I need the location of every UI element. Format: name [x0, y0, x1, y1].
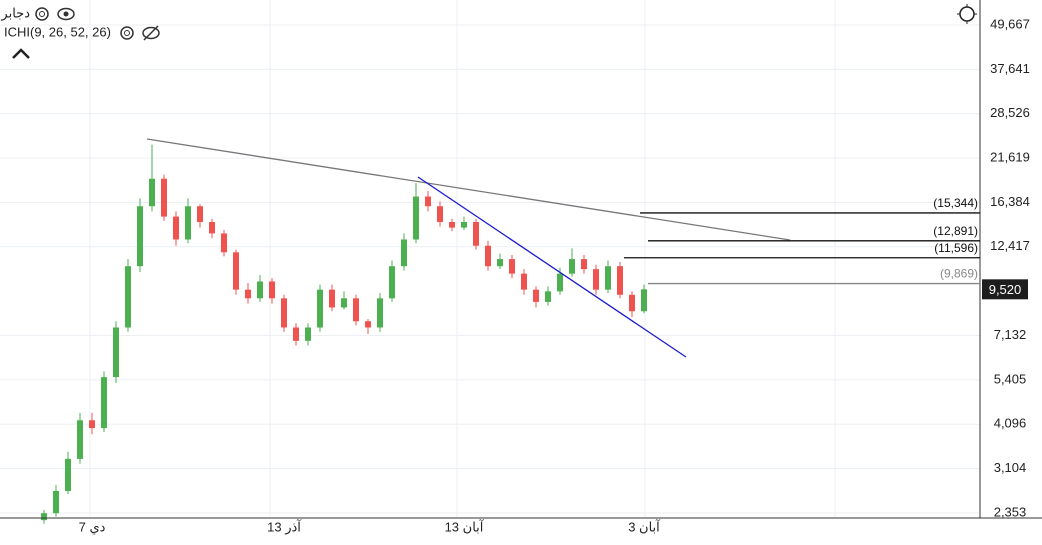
candle-body — [257, 281, 263, 299]
candle-body — [65, 458, 71, 491]
candle-body — [413, 196, 419, 240]
vertical-grid — [89, 0, 836, 518]
candle-body — [185, 206, 191, 240]
y-tick-label: 4,096 — [994, 416, 1027, 431]
level-label: (11,596) — [934, 241, 978, 255]
indicator-label: ICHI(9, 26, 52, 26) — [4, 24, 111, 39]
candle-body — [545, 291, 551, 302]
trend-line — [146, 138, 791, 241]
candle-body — [269, 281, 275, 299]
candle-body — [317, 289, 323, 328]
candle-body — [509, 259, 515, 274]
y-tick-label: 21,619 — [990, 150, 1030, 165]
candle-body — [557, 273, 563, 292]
candle-body — [533, 289, 539, 302]
candle-body — [461, 221, 467, 228]
last-price-label: 9,520 — [989, 282, 1022, 297]
y-tick-label: 7,132 — [994, 327, 1027, 342]
x-tick-label: آذر 13 — [267, 518, 302, 535]
candle-body — [233, 252, 239, 290]
candle-body — [593, 269, 599, 290]
hide-icon[interactable] — [142, 25, 160, 41]
candle-body — [197, 206, 203, 222]
candle-body — [149, 178, 155, 207]
symbol: دجابر — [0, 5, 30, 21]
candle-body — [389, 266, 395, 299]
candle-body — [605, 266, 611, 290]
candle-body — [485, 245, 491, 267]
last-price-box — [982, 279, 1028, 300]
candle-body — [161, 178, 167, 217]
candle-body — [41, 513, 47, 521]
candle-body — [77, 420, 83, 459]
plot — [0, 24, 980, 524]
visibility-icon[interactable] — [57, 7, 75, 21]
x-tick-label: آبان 3 — [628, 518, 661, 534]
candle-body — [221, 233, 227, 253]
candle-body — [125, 266, 131, 328]
candle-body — [137, 206, 143, 267]
crosshair-icon[interactable] — [957, 4, 977, 24]
candle-body — [437, 206, 443, 222]
candle-body — [341, 298, 347, 308]
level-label: (15,344) — [933, 196, 978, 210]
y-tick-label: 49,667 — [990, 16, 1030, 31]
candle-body — [629, 294, 635, 312]
candle-body — [401, 239, 407, 267]
candle-body — [449, 221, 455, 228]
collapse-button[interactable] — [12, 48, 30, 59]
candle-body — [425, 196, 431, 207]
candle-body — [53, 490, 59, 514]
y-tick-label: 12,417 — [990, 238, 1030, 253]
y-tick-label: 2,353 — [994, 504, 1027, 519]
candle-body — [293, 327, 299, 341]
candle-body — [473, 221, 479, 246]
candle-body — [173, 216, 179, 240]
candle-body — [581, 259, 587, 270]
candle-body — [569, 259, 575, 274]
candle-body — [329, 289, 335, 308]
trend-line — [417, 176, 687, 358]
x-tick-label: دي 7 — [79, 519, 106, 534]
candle-body — [281, 298, 287, 328]
candle-body — [497, 259, 503, 267]
candle-body — [521, 273, 527, 290]
candle-body — [89, 420, 95, 429]
level-label: (9,869) — [940, 267, 978, 281]
candle-body — [305, 327, 311, 341]
candle-body — [365, 321, 371, 328]
candle-body — [101, 377, 107, 429]
y-tick-label: 28,526 — [990, 105, 1030, 120]
candle-body — [245, 289, 251, 299]
candle-body — [113, 327, 119, 378]
candle-body — [377, 298, 383, 328]
y-tick-label: 16,384 — [990, 194, 1030, 209]
x-tick-label: آبان 13 — [445, 518, 485, 534]
level-label: (12,891) — [933, 224, 978, 238]
candle-body — [353, 298, 359, 322]
y-tick-label: 5,405 — [994, 371, 1027, 386]
y-tick-label: 3,104 — [994, 460, 1027, 475]
y-tick-label: 37,641 — [990, 61, 1030, 76]
settings-icon[interactable] — [120, 26, 134, 40]
candle-body — [209, 221, 215, 234]
candle-body — [617, 266, 623, 295]
settings-icon[interactable] — [35, 7, 49, 21]
candle-body — [641, 289, 647, 312]
